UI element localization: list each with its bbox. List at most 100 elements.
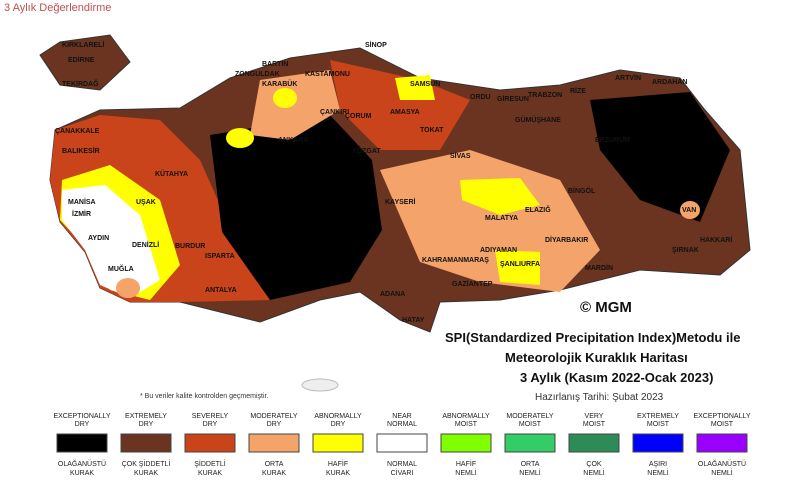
legend-bottom-label: NEMLİ [583,468,604,477]
city-label: KASTAMONU [305,71,350,78]
city-label: GİRESUN [497,95,529,103]
legend-top-label: SEVERELY [192,413,229,420]
city-label: ADIYAMAN [480,247,517,254]
legend-bottom-label: NORMAL [387,461,417,468]
legend-bottom-label: KURAK [262,470,286,477]
city-label: RİZE [570,87,586,95]
legend-top-label: NEAR [392,413,411,420]
legend-top-label: ABNORMALLY [442,413,490,420]
city-labels: KIRKLARELİ EDİRNE TEKİRDAĞ ÇANAKKALE BAL… [55,41,732,324]
city-label: SİNOP [365,41,387,49]
city-label: GAZİANTEP [452,280,493,288]
city-label: TEKİRDAĞ [62,79,99,88]
city-label: İZMİR [72,210,91,218]
city-label: AMASYA [390,109,420,116]
legend-bottom-label: ORTA [265,461,284,468]
legend-top-label: EXCEPTIONALLY [693,413,750,420]
legend-swatch [440,433,492,453]
legend-top-label: VERY [585,413,604,420]
title-line: Meteorolojik Kuraklık Haritası [505,350,688,365]
legend-bottom-label: OLAĞANÜSTÜ [58,459,106,468]
date: Hazırlanış Tarihi: Şubat 2023 [535,392,664,403]
legend-top-label: NORMAL [387,421,417,428]
legend-bottom-label: KURAK [134,470,158,477]
city-label: KARABÜK [262,79,297,88]
city-label: ARTVİN [615,74,641,82]
title-line: 3 Aylık (Kasım 2022-Ocak 2023) [520,370,713,385]
city-label: ORDU [470,94,491,101]
city-label: YOZGAT [352,148,381,155]
legend-bottom-label: ORTA [521,461,540,468]
city-label: DENİZLİ [132,241,159,249]
legend-bottom-label: ŞİDDETLİ [194,459,226,468]
legend-bottom-label: NEMLİ [455,468,476,477]
legend-swatch [120,433,172,453]
legend-top-label: DRY [203,421,218,428]
city-label: ARDAHAN [652,79,687,86]
city-label: KÜTAHYA [155,169,188,178]
legend-top-label: EXTREMELY [125,413,167,420]
city-label: ŞANLIURFA [500,261,540,268]
city-label: ELAZIĞ [525,205,551,214]
legend-bottom-label: ÇOK [586,461,602,468]
city-label: GÜMÜŞHANE [515,115,561,124]
legend-bottom-label: KURAK [70,470,94,477]
legend-top-label: EXCEPTIONALLY [53,413,110,420]
city-label: ANTALYA [205,287,237,294]
city-label: ÇANAKKALE [55,128,100,135]
city-label: ÇANKIRI [320,109,349,116]
header-title: 3 Aylık Değerlendirme [4,2,111,14]
legend-top-label: DRY [75,421,90,428]
city-label: BARTIN [262,61,288,68]
city-label: ERZURUM [595,137,630,144]
city-label: MALATYA [485,215,518,222]
legend-bottom-label: AŞIRI [649,461,667,468]
legend-top-label: MOIST [647,421,670,428]
title-line: SPI(Standardized Precipitation Index)Met… [445,330,740,345]
city-label: HATAY [402,317,425,324]
legend-top-label: MOIST [583,421,606,428]
legend-swatch [376,433,428,453]
city-label: VAN [682,207,696,214]
legend-bottom-label: KURAK [198,470,222,477]
legend: EXCEPTIONALLYDRYOLAĞANÜSTÜKURAKEXTREMELY… [53,413,750,477]
copyright: © MGM [580,299,632,316]
legend-swatch [248,433,300,453]
city-label: ADANA [380,291,405,298]
legend-top-label: DRY [331,421,346,428]
city-label: TOKAT [420,127,444,134]
legend-bottom-label: NEMLİ [647,468,668,477]
city-label: DİYARBAKIR [545,236,588,244]
legend-top-label: EXTREMELY [637,413,679,420]
legend-top-label: ABNORMALLY [314,413,362,420]
city-label: ZONGULDAK [235,71,280,78]
legend-swatch [184,433,236,453]
city-label: BİNGÖL [568,186,596,195]
city-label: KAHRAMANMARAŞ [422,257,489,264]
legend-top-label: MOIST [519,421,542,428]
city-label: UŞAK [136,199,156,206]
city-label: MARDİN [585,264,613,272]
city-label: AYDIN [88,235,109,242]
legend-swatch [312,433,364,453]
legend-bottom-label: OLAĞANÜSTÜ [698,459,746,468]
city-label: ŞIRNAK [672,247,699,254]
city-label: BURDUR [175,243,205,250]
legend-top-label: MODERATELY [506,413,554,420]
legend-bottom-label: HAFİF [328,459,348,468]
city-label: SAMSUN [410,81,440,88]
legend-swatch [56,433,108,453]
city-label: HAKKARİ [700,236,732,244]
note: * Bu veriler kalite kontrolden geçmemişt… [140,393,268,400]
map-shapes [39,34,751,392]
city-label: ISPARTA [205,253,235,260]
city-label: ANKARA [278,137,308,144]
legend-bottom-label: KURAK [326,470,350,477]
city-label: MANİSA [68,198,96,206]
city-label: EDİRNE [68,56,95,64]
legend-swatch [568,433,620,453]
legend-swatch [632,433,684,453]
legend-top-label: DRY [139,421,154,428]
city-label: TRABZON [528,92,562,99]
